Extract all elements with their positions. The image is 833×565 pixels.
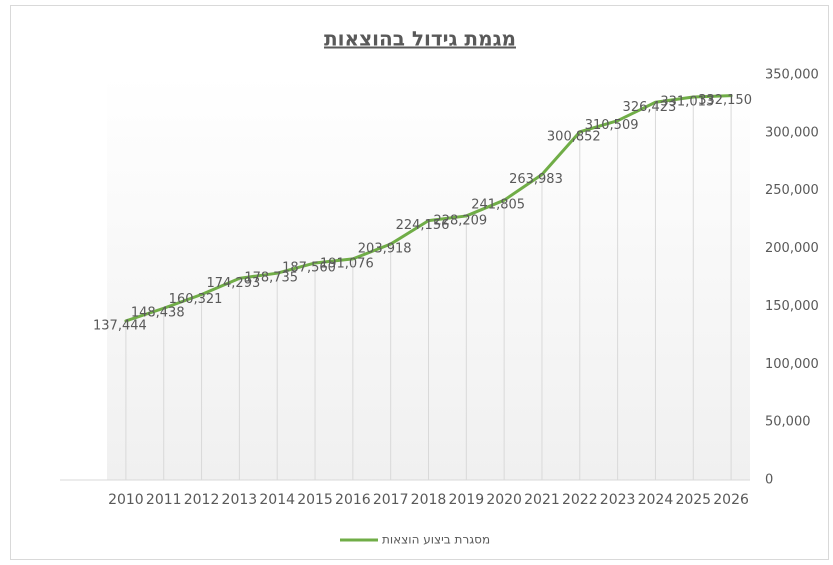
x-tick-label: 2012 [184,492,220,508]
y-tick-label: 300,000 [765,125,819,140]
y-tick-label: 200,000 [765,241,819,256]
x-tick-label: 2018 [411,492,447,508]
x-tick-label: 2013 [222,492,258,508]
data-label: 241,805 [471,198,525,213]
x-tick-label: 2011 [146,492,182,508]
x-tick-label: 2016 [335,492,371,508]
x-tick-label: 2024 [638,492,674,508]
x-tick-label: 2014 [259,492,295,508]
data-label: 137,444 [93,318,147,333]
data-label: 326,423 [623,100,677,115]
data-label: 300,852 [547,129,601,144]
data-label: 174,293 [206,276,260,291]
series-line [124,94,733,323]
x-tick-label: 2015 [297,492,333,508]
y-tick-label: 100,000 [765,357,819,372]
x-tick-label: 2021 [524,492,560,508]
x-tick-label: 2026 [713,492,749,508]
data-label: 331,013 [660,94,714,109]
data-label: 203,918 [358,242,412,257]
data-label: 228,209 [433,213,487,228]
y-tick-label: 0 [765,473,773,488]
data-label: 263,983 [509,172,563,187]
x-tick-label: 2025 [675,492,711,508]
data-label: 160,321 [169,292,223,307]
x-tick-label: 2020 [486,492,522,508]
data-label: 148,438 [131,306,185,321]
data-label: 187,560 [282,260,336,275]
y-tick-label: 50,000 [765,415,811,430]
x-tick-label: 2023 [600,492,636,508]
data-label: 178,735 [244,271,298,286]
x-tick-label: 2010 [108,492,144,508]
y-tick-label: 150,000 [765,299,819,314]
legend-label: מסגרת ביצוע הוצאות [382,533,490,547]
x-tick-label: 2017 [373,492,409,508]
y-tick-label: 350,000 [765,68,819,83]
data-label: 332,150 [698,93,752,108]
x-tick-label: 2019 [449,492,485,508]
data-label: 224,156 [396,218,450,233]
data-label: 191,076 [320,256,374,271]
y-tick-label: 250,000 [765,183,819,198]
data-label: 310,509 [585,118,639,133]
x-tick-label: 2022 [562,492,598,508]
chart-title: מגמת גידול בהוצאות [324,27,516,51]
